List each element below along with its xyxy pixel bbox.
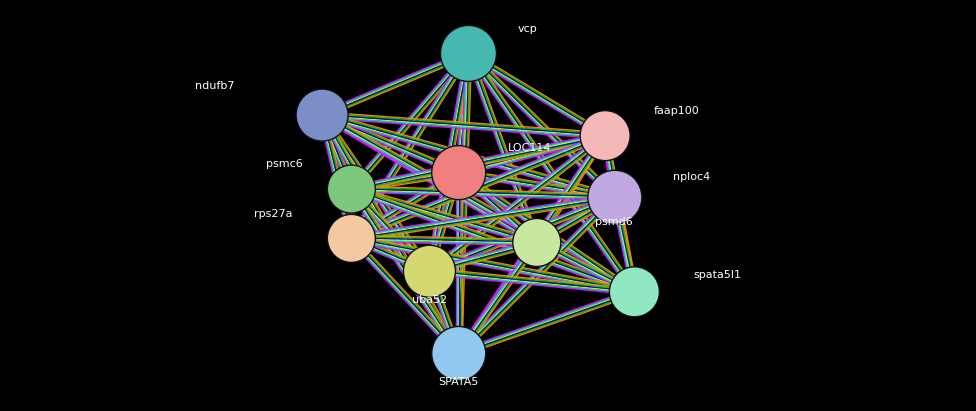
Text: rps27a: rps27a xyxy=(255,209,293,219)
Text: SPATA5: SPATA5 xyxy=(438,377,479,387)
Text: psmc6: psmc6 xyxy=(265,159,303,169)
Ellipse shape xyxy=(512,219,561,266)
Ellipse shape xyxy=(580,111,630,161)
Ellipse shape xyxy=(609,267,660,317)
Text: LOC114: LOC114 xyxy=(508,143,551,153)
Ellipse shape xyxy=(588,170,642,224)
Text: uba52: uba52 xyxy=(412,295,447,305)
Ellipse shape xyxy=(431,145,486,200)
Ellipse shape xyxy=(431,326,486,381)
Text: nploc4: nploc4 xyxy=(673,172,711,182)
Text: spata5l1: spata5l1 xyxy=(693,270,741,280)
Ellipse shape xyxy=(403,245,456,297)
Text: faap100: faap100 xyxy=(654,106,700,116)
Text: vcp: vcp xyxy=(517,24,537,34)
Ellipse shape xyxy=(327,165,376,213)
Text: ndufb7: ndufb7 xyxy=(195,81,234,91)
Ellipse shape xyxy=(327,215,376,262)
Text: psmd6: psmd6 xyxy=(595,217,633,227)
Ellipse shape xyxy=(296,89,348,141)
Ellipse shape xyxy=(440,25,497,81)
